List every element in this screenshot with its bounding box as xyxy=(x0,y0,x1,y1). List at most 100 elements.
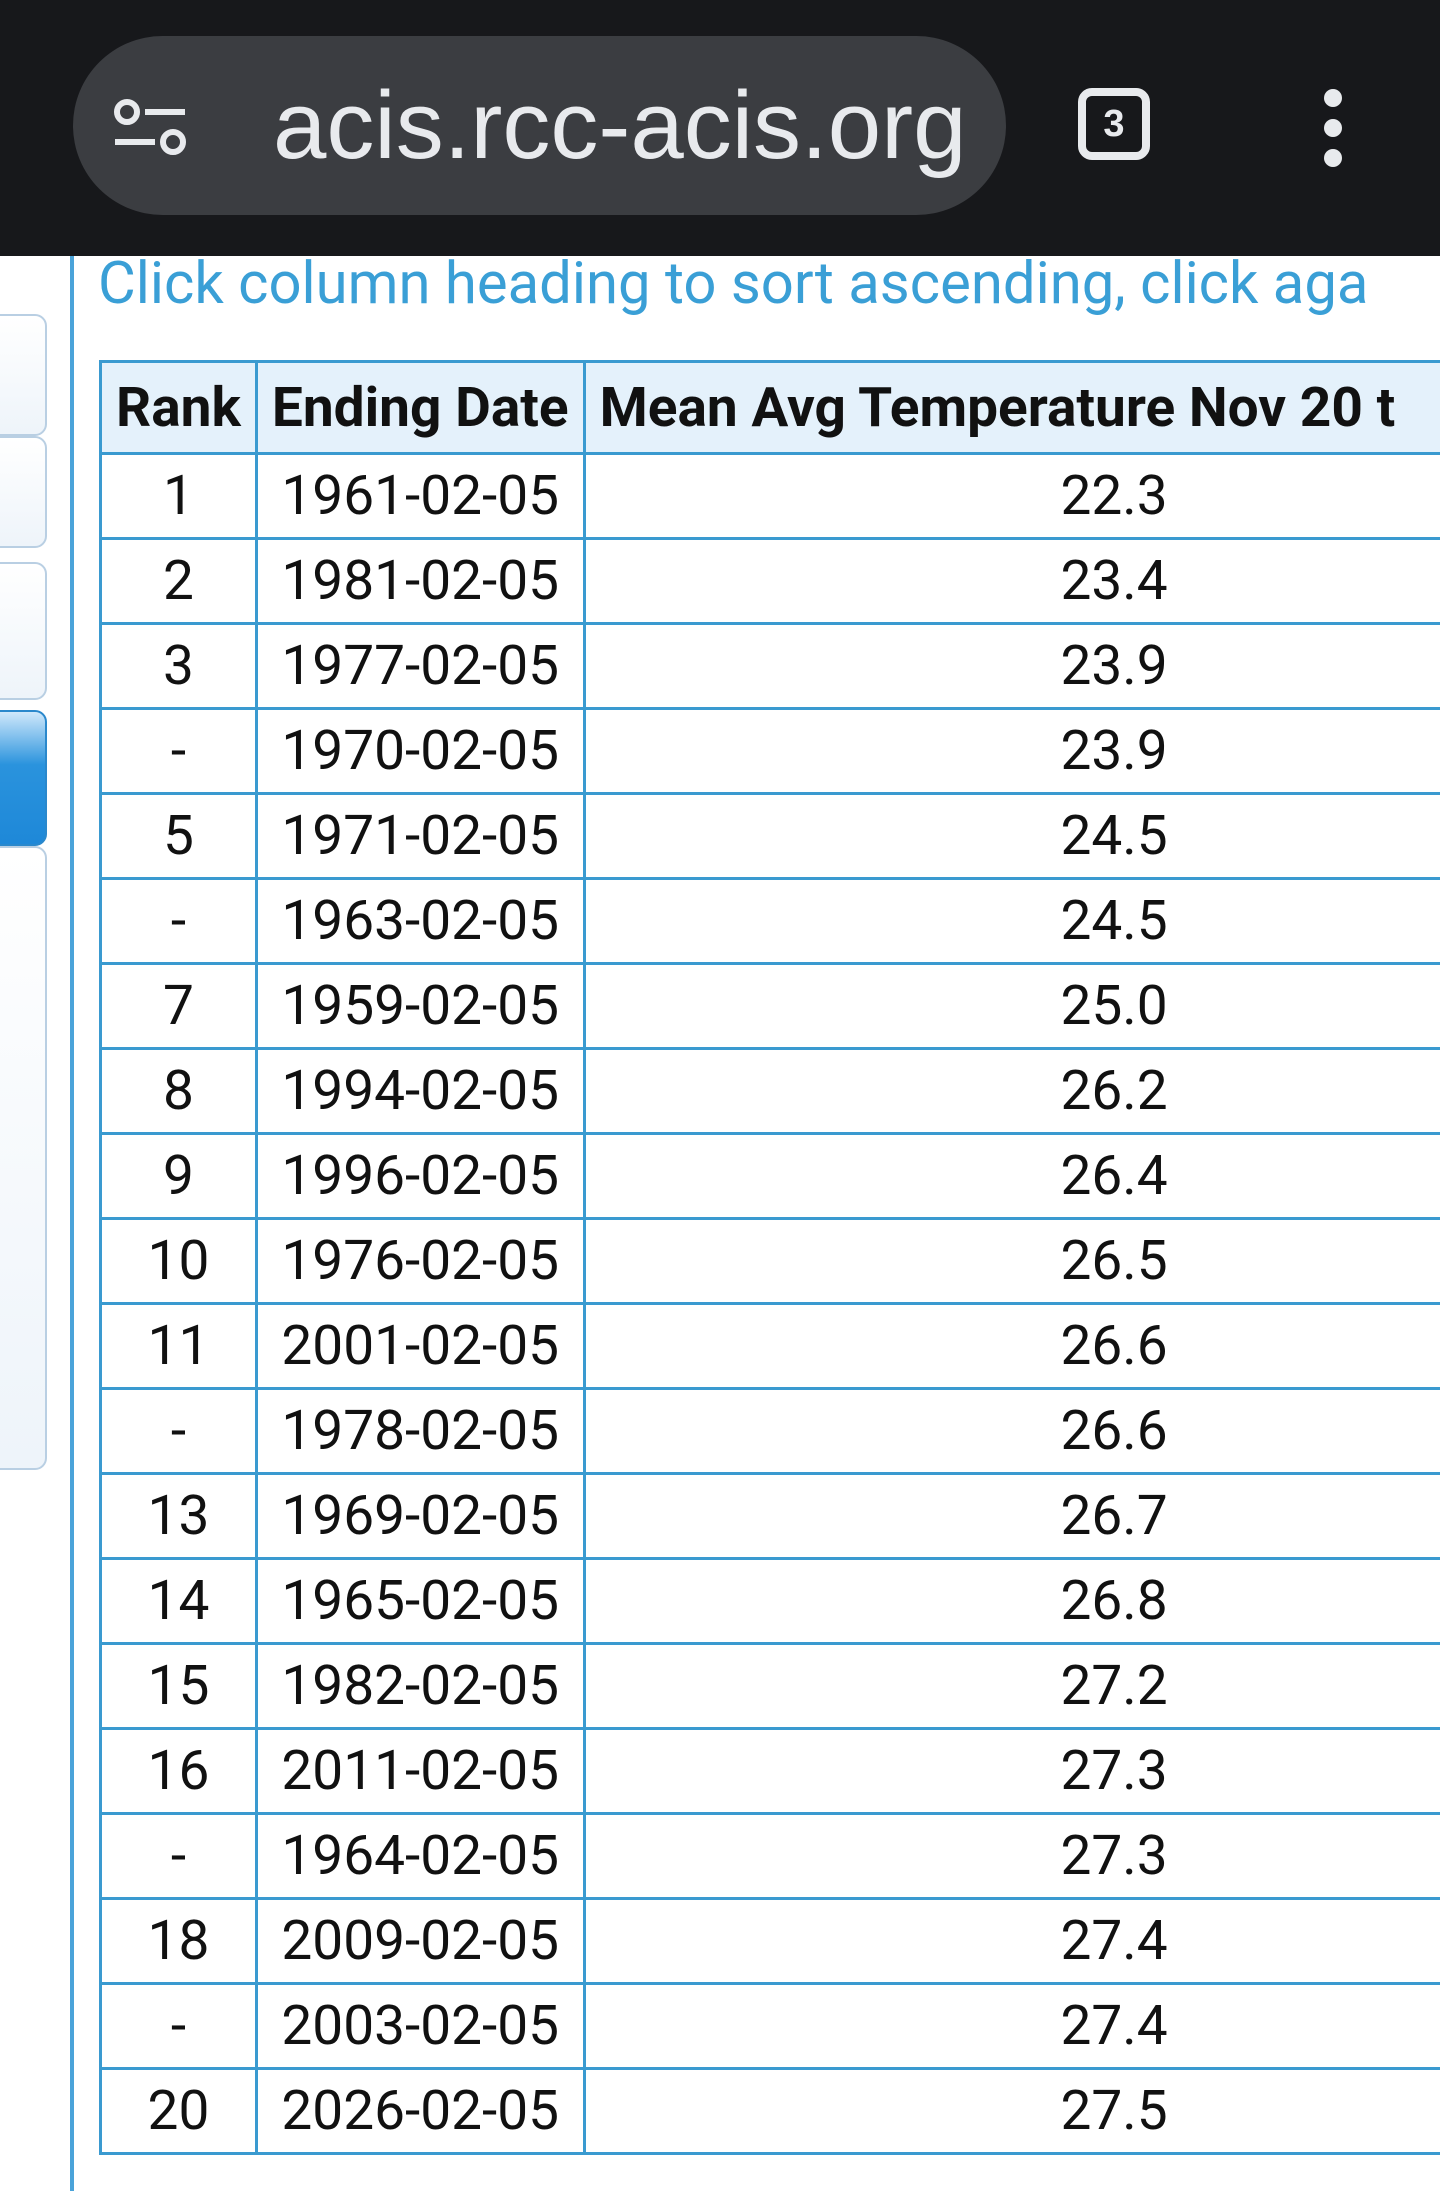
site-settings-icon[interactable] xyxy=(111,98,191,158)
table-cell: 20 xyxy=(99,2067,258,2155)
table-cell: 1965-02-05 xyxy=(254,1557,586,1645)
table-cell: 2001-02-05 xyxy=(254,1302,586,1390)
table-cell: 3 xyxy=(99,622,258,710)
content: Click column heading to sort ascending, … xyxy=(0,256,1440,2191)
table-cell: 26.2 xyxy=(582,1047,1440,1135)
table-row: 14 1965-02-05 26.8 xyxy=(99,1557,1440,1645)
table-row: 10 1976-02-05 26.5 xyxy=(99,1217,1440,1305)
table-cell: 15 xyxy=(99,1642,258,1730)
table-row: 20 2026-02-05 27.5 xyxy=(99,2067,1440,2155)
table-row: 16 2011-02-05 27.3 xyxy=(99,1727,1440,1815)
sidebar-item-active[interactable] xyxy=(0,710,47,846)
table-row: 1 1961-02-05 22.3 xyxy=(99,452,1440,540)
table-cell: 9 xyxy=(99,1132,258,1220)
rank-table: Rank Ending Date Mean Avg Temperature Nov … xyxy=(99,360,1440,2155)
table-cell: - xyxy=(99,707,258,795)
table-row: 11 2001-02-05 26.6 xyxy=(99,1302,1440,1390)
table-cell: 1994-02-05 xyxy=(254,1047,586,1135)
sidebar-dropdown[interactable] xyxy=(0,314,47,436)
table-cell: 1969-02-05 xyxy=(254,1472,586,1560)
table-cell: 26.6 xyxy=(582,1387,1440,1475)
browser-toolbar: acis.rcc-acis.org 3 xyxy=(0,0,1440,256)
table-cell: 24.5 xyxy=(582,792,1440,880)
sidebar-item[interactable] xyxy=(0,436,47,548)
panel-border xyxy=(70,256,74,2191)
table-cell: 27.3 xyxy=(582,1727,1440,1815)
table-row: 2 1981-02-05 23.4 xyxy=(99,537,1440,625)
table-cell: 1976-02-05 xyxy=(254,1217,586,1305)
table-cell: 26.4 xyxy=(582,1132,1440,1220)
table-cell: 27.4 xyxy=(582,1897,1440,1985)
table-cell: 25.0 xyxy=(582,962,1440,1050)
table-row: 3 1977-02-05 23.9 xyxy=(99,622,1440,710)
table-row: 8 1994-02-05 26.2 xyxy=(99,1047,1440,1135)
table-cell: 2 xyxy=(99,537,258,625)
table-cell: 22.3 xyxy=(582,452,1440,540)
table-row: 18 2009-02-05 27.4 xyxy=(99,1897,1440,1985)
table-row: 15 1982-02-05 27.2 xyxy=(99,1642,1440,1730)
table-row: 5 1971-02-05 24.5 xyxy=(99,792,1440,880)
table-cell: - xyxy=(99,1812,258,1900)
table-row: 9 1996-02-05 26.4 xyxy=(99,1132,1440,1220)
table-cell: 23.4 xyxy=(582,537,1440,625)
column-header[interactable]: Ending Date xyxy=(254,360,586,455)
table-cell: 26.8 xyxy=(582,1557,1440,1645)
table-cell: 2011-02-05 xyxy=(254,1727,586,1815)
table-cell: 2003-02-05 xyxy=(254,1982,586,2070)
table-cell: - xyxy=(99,877,258,965)
table-cell: 27.3 xyxy=(582,1812,1440,1900)
table-row: -1964-02-05 27.3 xyxy=(99,1812,1440,1900)
table-cell: - xyxy=(99,1387,258,1475)
table-body: 1 1961-02-05 22.3 2 1981-02-05 23.4 3 1977-02-0… xyxy=(99,452,1440,2155)
table-cell: 8 xyxy=(99,1047,258,1135)
table-cell: 1977-02-05 xyxy=(254,622,586,710)
table-row: -1978-02-05 26.6 xyxy=(99,1387,1440,1475)
table-row: -2003-02-05 27.4 xyxy=(99,1982,1440,2070)
table-cell: 1963-02-05 xyxy=(254,877,586,965)
table-cell: 7 xyxy=(99,962,258,1050)
table-cell: 10 xyxy=(99,1217,258,1305)
table-cell: 11 xyxy=(99,1302,258,1390)
header-row: Rank Ending Date Mean Avg Temperature Nov … xyxy=(99,360,1440,455)
table-cell: 1964-02-05 xyxy=(254,1812,586,1900)
address-bar[interactable]: acis.rcc-acis.org xyxy=(73,36,1006,215)
column-header[interactable]: Mean Avg Temperature Nov 20 t xyxy=(582,360,1440,455)
table-cell: - xyxy=(99,1982,258,2070)
table-cell: 1961-02-05 xyxy=(254,452,586,540)
table-cell: 16 xyxy=(99,1727,258,1815)
table-cell: 26.6 xyxy=(582,1302,1440,1390)
table-cell: 27.4 xyxy=(582,1982,1440,2070)
table-row: 7 1959-02-05 25.0 xyxy=(99,962,1440,1050)
table-cell: 26.5 xyxy=(582,1217,1440,1305)
table-cell: 18 xyxy=(99,1897,258,1985)
menu-button[interactable] xyxy=(1318,88,1348,168)
table-cell: 23.9 xyxy=(582,707,1440,795)
table-cell: 2009-02-05 xyxy=(254,1897,586,1985)
table-cell: 14 xyxy=(99,1557,258,1645)
table-row: -1970-02-05 23.9 xyxy=(99,707,1440,795)
table-cell: 27.2 xyxy=(582,1642,1440,1730)
table-row: 13 1969-02-05 26.7 xyxy=(99,1472,1440,1560)
table-cell: 1971-02-05 xyxy=(254,792,586,880)
table-cell: 1 xyxy=(99,452,258,540)
tab-switcher[interactable]: 3 xyxy=(1078,88,1150,160)
instructions: Click column heading to sort ascending, … xyxy=(98,256,1369,318)
url[interactable]: acis.rcc-acis.org xyxy=(273,72,967,179)
table-cell: 1996-02-05 xyxy=(254,1132,586,1220)
column-header[interactable]: Rank xyxy=(99,360,258,455)
table-cell: 26.7 xyxy=(582,1472,1440,1560)
table-cell: 1959-02-05 xyxy=(254,962,586,1050)
table-cell: 27.5 xyxy=(582,2067,1440,2155)
table-cell: 1981-02-05 xyxy=(254,537,586,625)
table-cell: 1982-02-05 xyxy=(254,1642,586,1730)
table-cell: 23.9 xyxy=(582,622,1440,710)
table-cell: 13 xyxy=(99,1472,258,1560)
table-cell: 5 xyxy=(99,792,258,880)
sidebar-panel xyxy=(0,846,47,1470)
table-cell: 1970-02-05 xyxy=(254,707,586,795)
sidebar-item[interactable] xyxy=(0,562,47,700)
table-cell: 2026-02-05 xyxy=(254,2067,586,2155)
table-cell: 1978-02-05 xyxy=(254,1387,586,1475)
table-row: -1963-02-05 24.5 xyxy=(99,877,1440,965)
